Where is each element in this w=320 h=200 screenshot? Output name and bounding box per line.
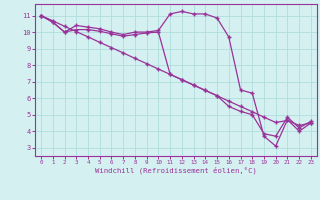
X-axis label: Windchill (Refroidissement éolien,°C): Windchill (Refroidissement éolien,°C) [95, 167, 257, 174]
